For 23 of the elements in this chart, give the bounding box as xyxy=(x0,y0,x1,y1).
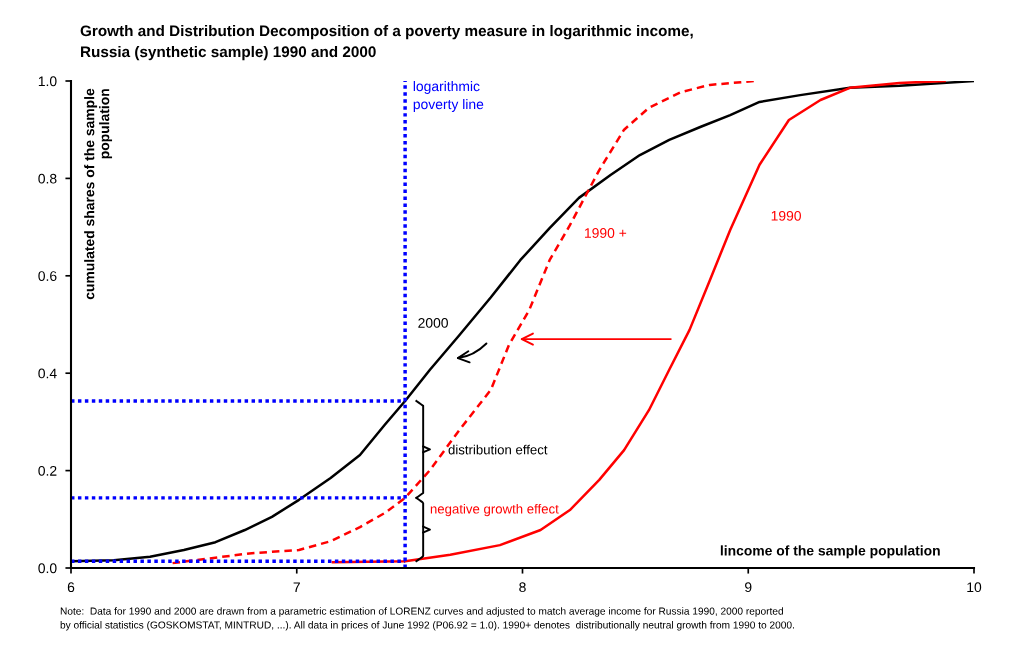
y-tick-label: 0.2 xyxy=(38,465,57,476)
series-label: 1990 + xyxy=(585,228,627,238)
series-label: 2000 xyxy=(418,318,448,328)
x-axis-title: lincome of the sample population xyxy=(720,545,940,559)
x-tick-label: 8 xyxy=(519,582,526,593)
y-tick-label: 0.6 xyxy=(38,271,57,281)
x-tick-label: 9 xyxy=(745,582,752,593)
x-tick-label: 10 xyxy=(967,582,982,593)
x-tick-label: 7 xyxy=(293,582,300,592)
ref-line-label: logarithmic poverty line xyxy=(413,81,484,112)
y-tick-label: 0.8 xyxy=(38,173,57,184)
annotation: negative growth effect xyxy=(430,503,559,517)
line-series xyxy=(331,81,946,564)
y-axis-title: cumulated shares of the sample population xyxy=(84,88,113,300)
y-tick-label: 0.4 xyxy=(38,368,57,379)
text: Note: Data for 1990 and 2000 are drawn from a parametric estimation of LORENZ curves and adjusted to match average income for Russia 1990, 2000 reported by official statistics (GOSKOMSTAT, MINTRUD, ...). All data in prices of June 1992 (P06.92 = 1.0). 1990+ denotes distributionally neutral growth from 1990 to 2000. xyxy=(60,607,794,631)
annotation: distribution effect xyxy=(448,444,548,455)
chart-title: Growth and Distribution Decomposition of a poverty measure in logarithmic income, Russia (synthetic sample) 1990 and 2000 xyxy=(80,25,693,61)
x-tick-label: 6 xyxy=(67,582,75,593)
text: 1990 xyxy=(771,210,801,221)
y-tick-label: 0.0 xyxy=(38,563,57,574)
y-tick-label: 1.0 xyxy=(38,76,57,87)
line-series xyxy=(71,81,974,563)
